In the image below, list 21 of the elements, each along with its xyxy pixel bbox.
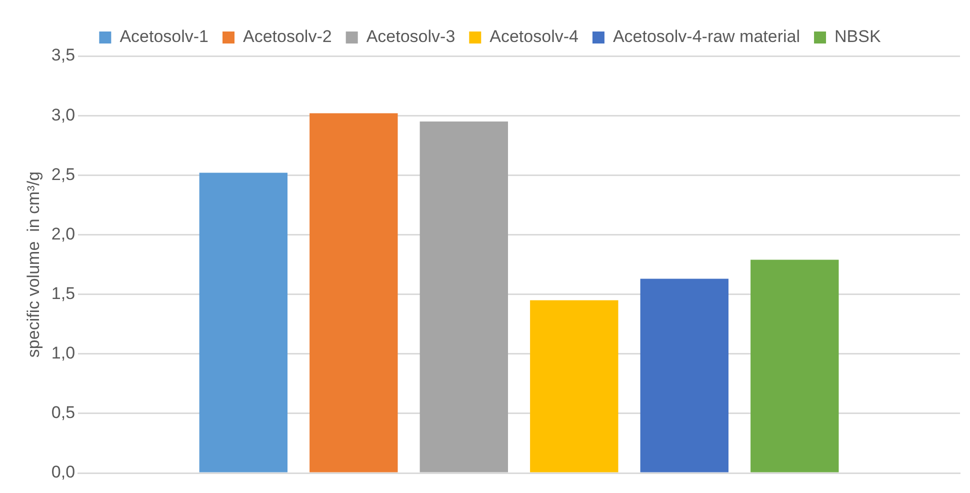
- bar: [420, 122, 508, 472]
- y-tick-label: 3,5: [51, 46, 76, 65]
- y-axis-title: specific volume in cm³/g: [24, 171, 43, 358]
- bar: [199, 172, 288, 472]
- legend-label: Acetosolv-2: [243, 27, 332, 46]
- bar: [310, 113, 398, 472]
- y-tick-label: 2,0: [51, 224, 76, 244]
- bar: [530, 300, 618, 472]
- y-tick-label: 0,0: [51, 462, 76, 482]
- legend-label: Acetosolv-3: [366, 27, 456, 46]
- bar: [640, 278, 728, 472]
- legend-label: Acetosolv-4: [490, 27, 578, 46]
- legend-label: Acetosolv-1: [120, 27, 209, 46]
- legend-label: NBSK: [834, 27, 882, 46]
- y-tick-label: 2,5: [51, 164, 76, 184]
- legend-label: Acetosolv-4-raw material: [612, 27, 800, 46]
- y-tick-label: 1,5: [51, 284, 76, 303]
- y-tick-label: 1,0: [51, 344, 76, 363]
- y-tick-label: 0,5: [51, 403, 76, 422]
- y-tick-label: 3,0: [51, 105, 76, 124]
- bar: [750, 260, 839, 472]
